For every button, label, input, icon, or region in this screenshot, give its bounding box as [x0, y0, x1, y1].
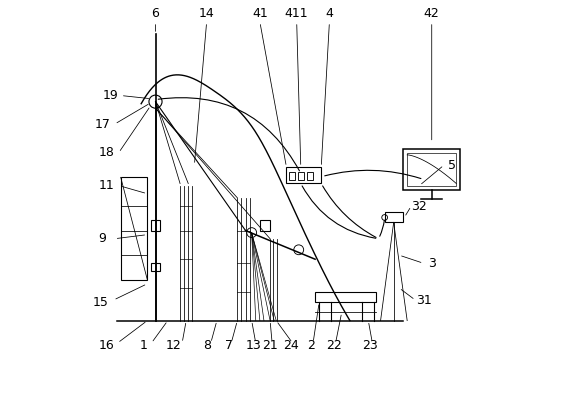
- Text: 24: 24: [283, 339, 298, 351]
- Text: 14: 14: [199, 7, 215, 20]
- Text: 12: 12: [166, 339, 182, 351]
- Text: 411: 411: [285, 7, 309, 20]
- Text: 7: 7: [225, 339, 233, 351]
- Text: 3: 3: [428, 257, 436, 270]
- Text: 22: 22: [325, 339, 342, 351]
- Bar: [260, 220, 270, 231]
- Text: 23: 23: [362, 339, 378, 351]
- Bar: [121, 177, 147, 280]
- Bar: [289, 172, 295, 180]
- Text: 11: 11: [99, 179, 114, 192]
- Text: 21: 21: [262, 339, 278, 351]
- Text: 18: 18: [99, 146, 114, 159]
- Text: 9: 9: [98, 232, 106, 245]
- Bar: [151, 263, 160, 272]
- Text: 42: 42: [424, 7, 440, 20]
- Text: 5: 5: [448, 159, 456, 171]
- Bar: [286, 167, 321, 183]
- Bar: [151, 220, 160, 231]
- Text: 8: 8: [203, 339, 211, 351]
- Text: 41: 41: [252, 7, 268, 20]
- Text: 16: 16: [99, 339, 114, 351]
- Text: 2: 2: [307, 339, 315, 351]
- Text: 13: 13: [246, 339, 261, 351]
- Bar: [385, 212, 403, 222]
- Text: 6: 6: [152, 7, 159, 20]
- Bar: [298, 172, 304, 180]
- Bar: [315, 292, 376, 302]
- Bar: [407, 153, 456, 185]
- Text: 19: 19: [103, 89, 118, 102]
- Bar: [403, 149, 460, 190]
- Text: 32: 32: [411, 199, 428, 213]
- Text: 31: 31: [415, 294, 432, 307]
- Bar: [308, 172, 313, 180]
- Text: 4: 4: [325, 7, 334, 20]
- Text: 15: 15: [92, 296, 108, 309]
- Text: 1: 1: [139, 339, 147, 351]
- Text: 17: 17: [95, 118, 110, 131]
